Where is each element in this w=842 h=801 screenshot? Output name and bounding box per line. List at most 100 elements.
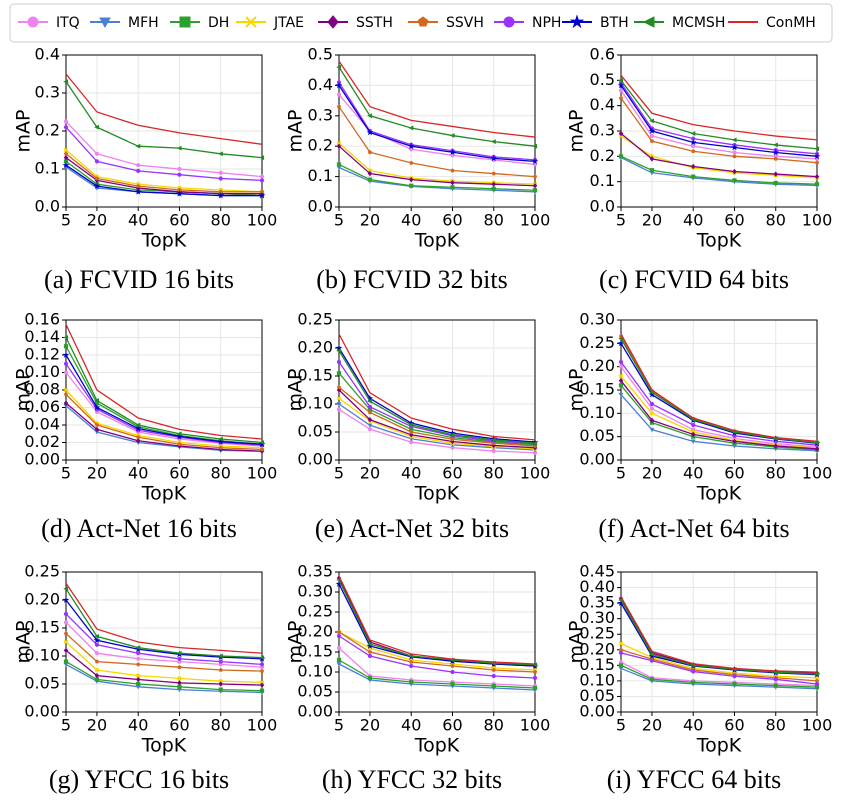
marker: [773, 443, 778, 449]
x-tick-label: 80: [211, 464, 231, 483]
marker: [409, 183, 414, 188]
series-line: [65, 372, 263, 447]
marker: [773, 180, 778, 186]
marker: [218, 687, 223, 692]
y-tick-label: 0.06: [24, 397, 60, 416]
marker: [63, 79, 69, 85]
series-line: [338, 372, 536, 446]
x-tick-label: 20: [642, 211, 662, 230]
series-line: [620, 642, 818, 679]
marker: [649, 417, 655, 424]
y-tick-label: 0.20: [579, 639, 615, 658]
y-tick-label: 0.05: [579, 686, 615, 705]
marker: [63, 335, 69, 340]
y-axis-label: mAP: [566, 369, 588, 412]
y-tick-label: 0.15: [579, 380, 615, 399]
y-tick-label: 0.5: [590, 70, 615, 89]
marker: [63, 631, 69, 636]
series-line: [65, 393, 263, 451]
y-tick-label: 0.35: [297, 562, 333, 581]
series-line: [620, 338, 818, 444]
marker: [618, 95, 624, 100]
marker: [732, 178, 737, 183]
marker: [617, 81, 625, 89]
marker: [136, 168, 141, 173]
legend-marker: [245, 16, 257, 28]
y-tick-label: 0.00: [297, 702, 333, 721]
y-axis-label: mAP: [566, 110, 588, 153]
y-tick-label: 0.02: [24, 432, 60, 451]
marker: [409, 659, 414, 664]
marker: [218, 653, 223, 659]
marker: [649, 401, 655, 407]
marker: [532, 685, 538, 691]
y-tick-label: 0.30: [579, 310, 615, 329]
y-tick-label: 0.35: [579, 593, 615, 612]
x-tick-label: 5: [616, 211, 626, 230]
marker: [618, 336, 624, 342]
marker: [63, 119, 69, 124]
series-line: [65, 149, 263, 193]
marker: [336, 402, 342, 407]
caption: (e) Act-Net 32 bits: [315, 514, 509, 543]
y-tick-label: 0.3: [35, 83, 60, 102]
legend-label: BTH: [600, 15, 629, 31]
marker: [691, 144, 696, 149]
marker: [93, 636, 101, 644]
marker: [62, 161, 70, 169]
x-axis-label: TopK: [696, 230, 742, 252]
series-line: [65, 582, 263, 654]
x-tick-label: 80: [766, 211, 786, 230]
x-tick-label: 20: [642, 716, 662, 735]
legend-label: DH: [208, 15, 229, 31]
x-tick-label: 60: [169, 464, 189, 483]
x-tick-label: 5: [61, 716, 71, 735]
marker: [814, 671, 820, 677]
series-line: [65, 153, 262, 193]
caption: (d) Act-Net 16 bits: [41, 514, 237, 543]
marker: [450, 663, 455, 668]
x-axis-label: TopK: [141, 735, 187, 757]
marker: [491, 181, 496, 187]
y-tick-label: 0.40: [579, 577, 615, 596]
series-line: [338, 142, 536, 185]
x-tick-label: 80: [766, 464, 786, 483]
x-axis-label: TopK: [414, 230, 460, 252]
caption: (i) YFCC 64 bits: [607, 765, 782, 794]
series-line: [620, 380, 818, 450]
series-line: [620, 135, 818, 179]
x-tick-label: 40: [128, 211, 148, 230]
series-line: [620, 652, 818, 685]
x-tick-label: 5: [334, 464, 344, 483]
marker: [336, 387, 342, 393]
marker: [408, 422, 414, 428]
legend-label: NPH: [532, 15, 561, 31]
x-tick-label: 20: [87, 211, 107, 230]
y-tick-label: 0.5: [308, 45, 333, 64]
marker: [649, 652, 655, 657]
marker: [176, 145, 182, 151]
series-line: [338, 333, 536, 441]
series-line: [65, 588, 263, 659]
marker: [336, 384, 342, 389]
marker: [408, 125, 414, 131]
marker: [732, 681, 737, 687]
legend-label: ITQ: [56, 15, 80, 31]
series-line: [620, 375, 818, 449]
marker: [259, 155, 265, 161]
y-tick-label: 0.20: [297, 622, 333, 641]
x-tick-label: 80: [484, 211, 504, 230]
y-tick-label: 0.3: [308, 105, 333, 124]
marker: [491, 139, 496, 145]
series-line: [65, 81, 263, 159]
series-line: [65, 354, 263, 445]
marker: [408, 176, 414, 183]
marker: [135, 673, 141, 678]
marker: [259, 174, 265, 179]
series-line: [65, 663, 263, 694]
marker: [218, 170, 223, 175]
marker: [450, 153, 455, 158]
marker: [218, 667, 223, 672]
y-tick-label: 0.1: [35, 159, 60, 178]
marker: [94, 151, 100, 156]
